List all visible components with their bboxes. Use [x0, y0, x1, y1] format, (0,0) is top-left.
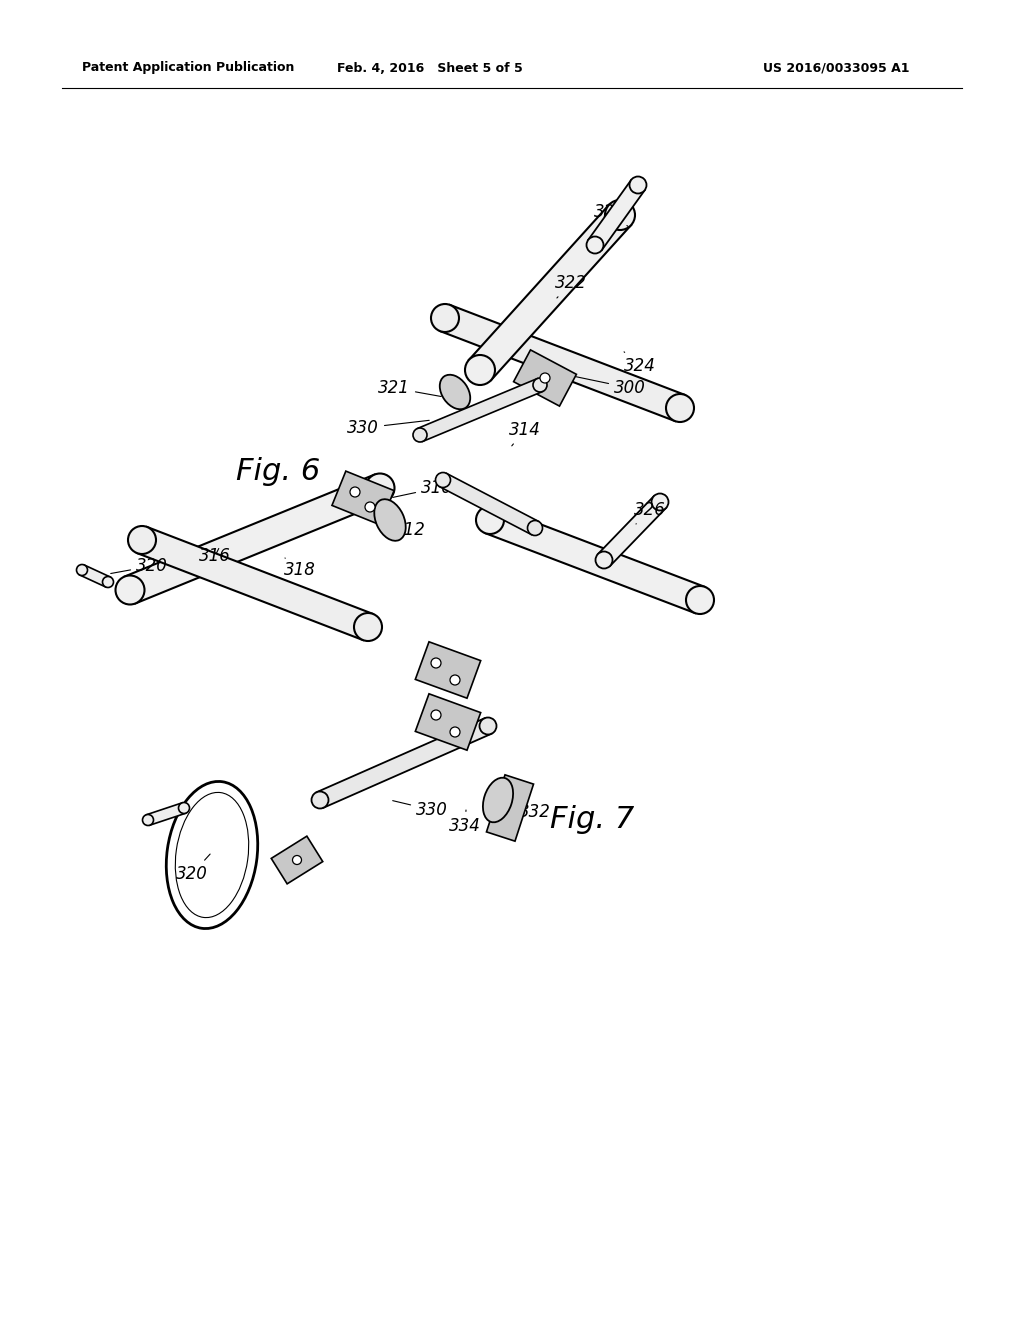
Text: 318: 318	[284, 558, 316, 579]
Polygon shape	[416, 642, 480, 698]
Polygon shape	[588, 180, 645, 249]
Text: 324: 324	[624, 352, 656, 375]
Polygon shape	[439, 474, 539, 535]
Circle shape	[596, 552, 612, 569]
Circle shape	[77, 565, 87, 576]
Ellipse shape	[439, 375, 470, 409]
Circle shape	[605, 201, 635, 230]
Circle shape	[465, 355, 495, 385]
Text: 334: 334	[450, 810, 481, 836]
Polygon shape	[416, 694, 480, 750]
Polygon shape	[137, 527, 373, 640]
Circle shape	[431, 304, 459, 333]
Circle shape	[630, 177, 646, 194]
Circle shape	[431, 657, 441, 668]
Text: 321: 321	[378, 379, 441, 397]
Text: 330: 330	[392, 801, 447, 818]
Text: 314: 314	[509, 421, 541, 446]
Circle shape	[366, 474, 394, 503]
Ellipse shape	[483, 777, 513, 822]
Text: 326: 326	[634, 502, 666, 524]
Circle shape	[365, 502, 375, 512]
Circle shape	[413, 428, 427, 442]
Circle shape	[686, 586, 714, 614]
Circle shape	[116, 576, 144, 605]
Text: Fig. 6: Fig. 6	[236, 458, 321, 487]
Circle shape	[311, 792, 329, 808]
Circle shape	[666, 393, 694, 422]
Text: Fig. 7: Fig. 7	[550, 805, 634, 834]
Text: US 2016/0033095 A1: US 2016/0033095 A1	[763, 62, 909, 74]
Text: 320: 320	[111, 557, 168, 576]
Polygon shape	[271, 836, 323, 884]
Polygon shape	[485, 507, 705, 612]
Polygon shape	[418, 379, 543, 441]
Circle shape	[527, 520, 543, 536]
Circle shape	[540, 374, 550, 383]
Polygon shape	[469, 205, 631, 380]
Polygon shape	[80, 565, 111, 587]
Circle shape	[128, 525, 156, 554]
Text: 310: 310	[393, 479, 453, 498]
Polygon shape	[316, 718, 492, 808]
Text: 320: 320	[176, 854, 210, 883]
Ellipse shape	[166, 781, 258, 928]
Polygon shape	[514, 350, 577, 407]
Circle shape	[651, 494, 669, 511]
Circle shape	[479, 718, 497, 734]
Polygon shape	[440, 305, 685, 421]
Text: 322: 322	[555, 275, 587, 298]
Text: 312: 312	[390, 516, 426, 539]
Circle shape	[450, 675, 460, 685]
Ellipse shape	[374, 499, 406, 541]
Ellipse shape	[175, 792, 249, 917]
Text: 316: 316	[199, 546, 231, 565]
Circle shape	[354, 612, 382, 642]
Text: Feb. 4, 2016   Sheet 5 of 5: Feb. 4, 2016 Sheet 5 of 5	[337, 62, 523, 74]
Circle shape	[431, 710, 441, 719]
Circle shape	[178, 803, 189, 813]
Polygon shape	[332, 471, 394, 525]
Polygon shape	[146, 803, 185, 825]
Circle shape	[293, 855, 301, 865]
Text: 300: 300	[565, 375, 646, 397]
Circle shape	[534, 378, 547, 392]
Text: 332: 332	[512, 800, 551, 821]
Circle shape	[435, 473, 451, 487]
Text: 330: 330	[347, 418, 429, 437]
Text: Patent Application Publication: Patent Application Publication	[82, 62, 294, 74]
Text: 326: 326	[594, 203, 628, 226]
Circle shape	[587, 236, 603, 253]
Circle shape	[476, 506, 504, 535]
Circle shape	[142, 814, 154, 825]
Circle shape	[450, 727, 460, 737]
Circle shape	[350, 487, 360, 498]
Polygon shape	[598, 496, 667, 566]
Circle shape	[102, 577, 114, 587]
Polygon shape	[486, 775, 534, 841]
Polygon shape	[125, 475, 385, 603]
